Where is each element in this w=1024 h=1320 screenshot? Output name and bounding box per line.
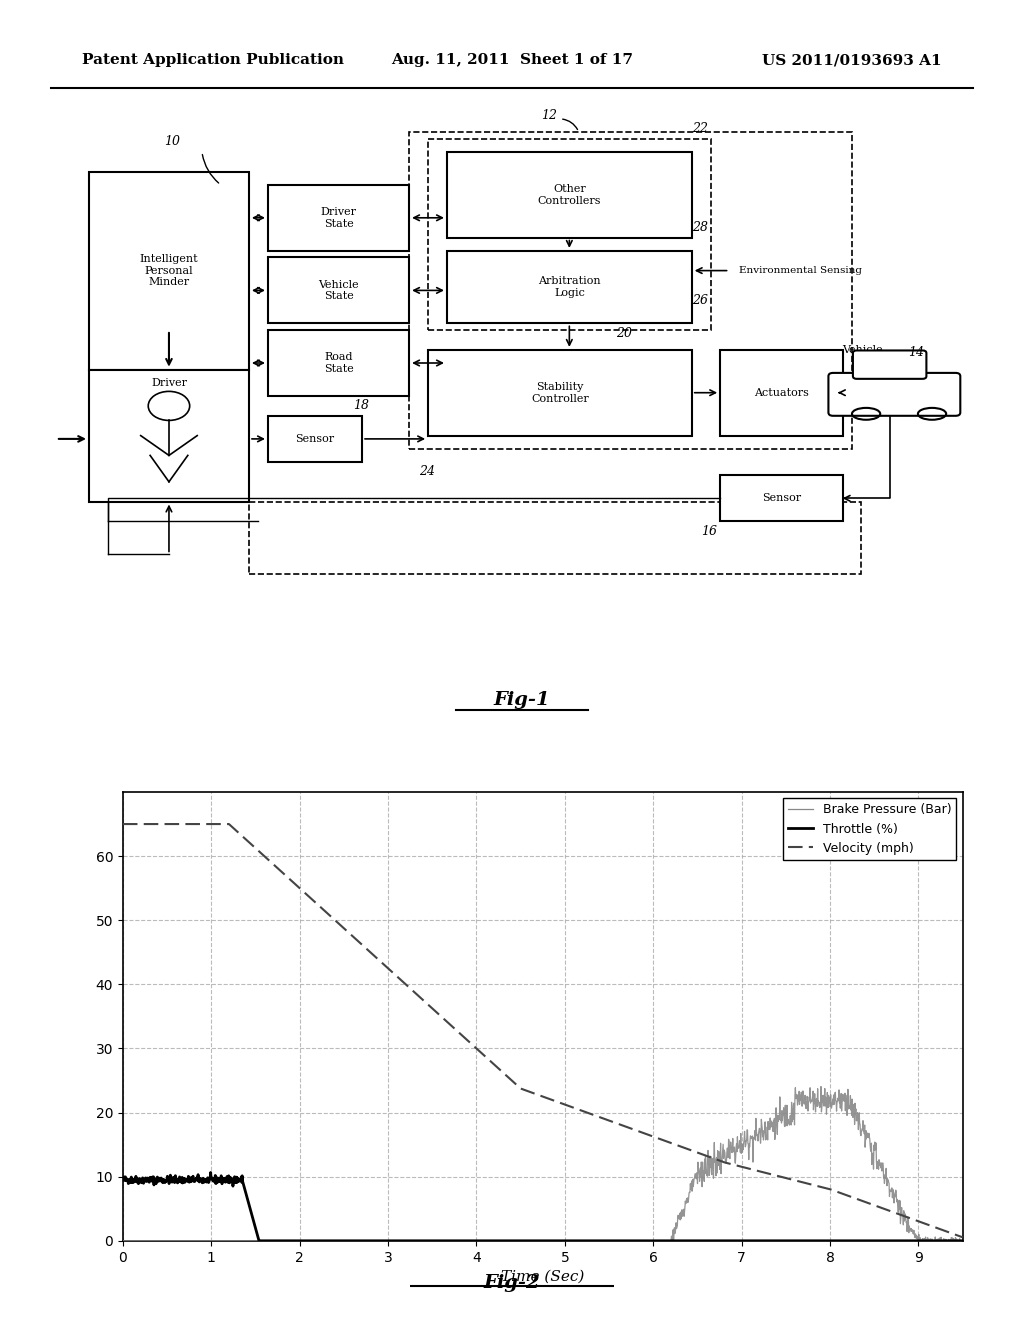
Text: 16: 16 xyxy=(701,524,717,537)
Text: Sensor: Sensor xyxy=(762,494,801,503)
Text: Aug. 11, 2011  Sheet 1 of 17: Aug. 11, 2011 Sheet 1 of 17 xyxy=(391,53,633,67)
Bar xyxy=(410,132,852,449)
Text: Driver
State: Driver State xyxy=(321,207,356,228)
Bar xyxy=(268,416,362,462)
Text: 26: 26 xyxy=(692,293,708,306)
Text: Vehicle: Vehicle xyxy=(843,345,883,355)
X-axis label: Time (Sec): Time (Sec) xyxy=(501,1270,585,1284)
Bar xyxy=(446,251,692,323)
Bar xyxy=(268,330,410,396)
Bar xyxy=(89,172,249,370)
Text: 12: 12 xyxy=(541,108,557,121)
Text: Arbitration
Logic: Arbitration Logic xyxy=(538,276,601,298)
Text: 10: 10 xyxy=(164,135,180,148)
Text: 24: 24 xyxy=(419,465,434,478)
Text: Driver: Driver xyxy=(151,378,187,388)
Text: Actuators: Actuators xyxy=(754,388,809,397)
Bar xyxy=(720,475,843,521)
FancyBboxPatch shape xyxy=(853,351,927,379)
Bar xyxy=(268,257,410,323)
Text: Vehicle
State: Vehicle State xyxy=(318,280,358,301)
FancyBboxPatch shape xyxy=(828,374,961,416)
Text: 20: 20 xyxy=(616,326,633,339)
Text: 18: 18 xyxy=(352,399,369,412)
Text: Patent Application Publication: Patent Application Publication xyxy=(82,53,344,67)
Text: 14: 14 xyxy=(908,346,925,359)
Text: 28: 28 xyxy=(692,220,708,234)
Text: Environmental Sensing: Environmental Sensing xyxy=(739,267,862,275)
Bar xyxy=(268,185,410,251)
Bar xyxy=(446,152,692,238)
Text: Fig-1: Fig-1 xyxy=(494,690,551,709)
Text: Stability
Controller: Stability Controller xyxy=(531,381,589,404)
Bar xyxy=(428,139,711,330)
Text: Sensor: Sensor xyxy=(295,434,335,444)
Text: 22: 22 xyxy=(692,121,708,135)
Bar xyxy=(428,350,692,436)
Text: Intelligent
Personal
Minder: Intelligent Personal Minder xyxy=(139,253,199,288)
Bar xyxy=(249,502,861,574)
Bar xyxy=(89,370,249,502)
Text: Other
Controllers: Other Controllers xyxy=(538,183,601,206)
Text: US 2011/0193693 A1: US 2011/0193693 A1 xyxy=(763,53,942,67)
Text: Fig-2: Fig-2 xyxy=(483,1274,541,1292)
Legend: Brake Pressure (Bar), Throttle (%), Velocity (mph): Brake Pressure (Bar), Throttle (%), Velo… xyxy=(782,799,956,859)
Text: Road
State: Road State xyxy=(324,352,353,374)
Bar xyxy=(720,350,843,436)
